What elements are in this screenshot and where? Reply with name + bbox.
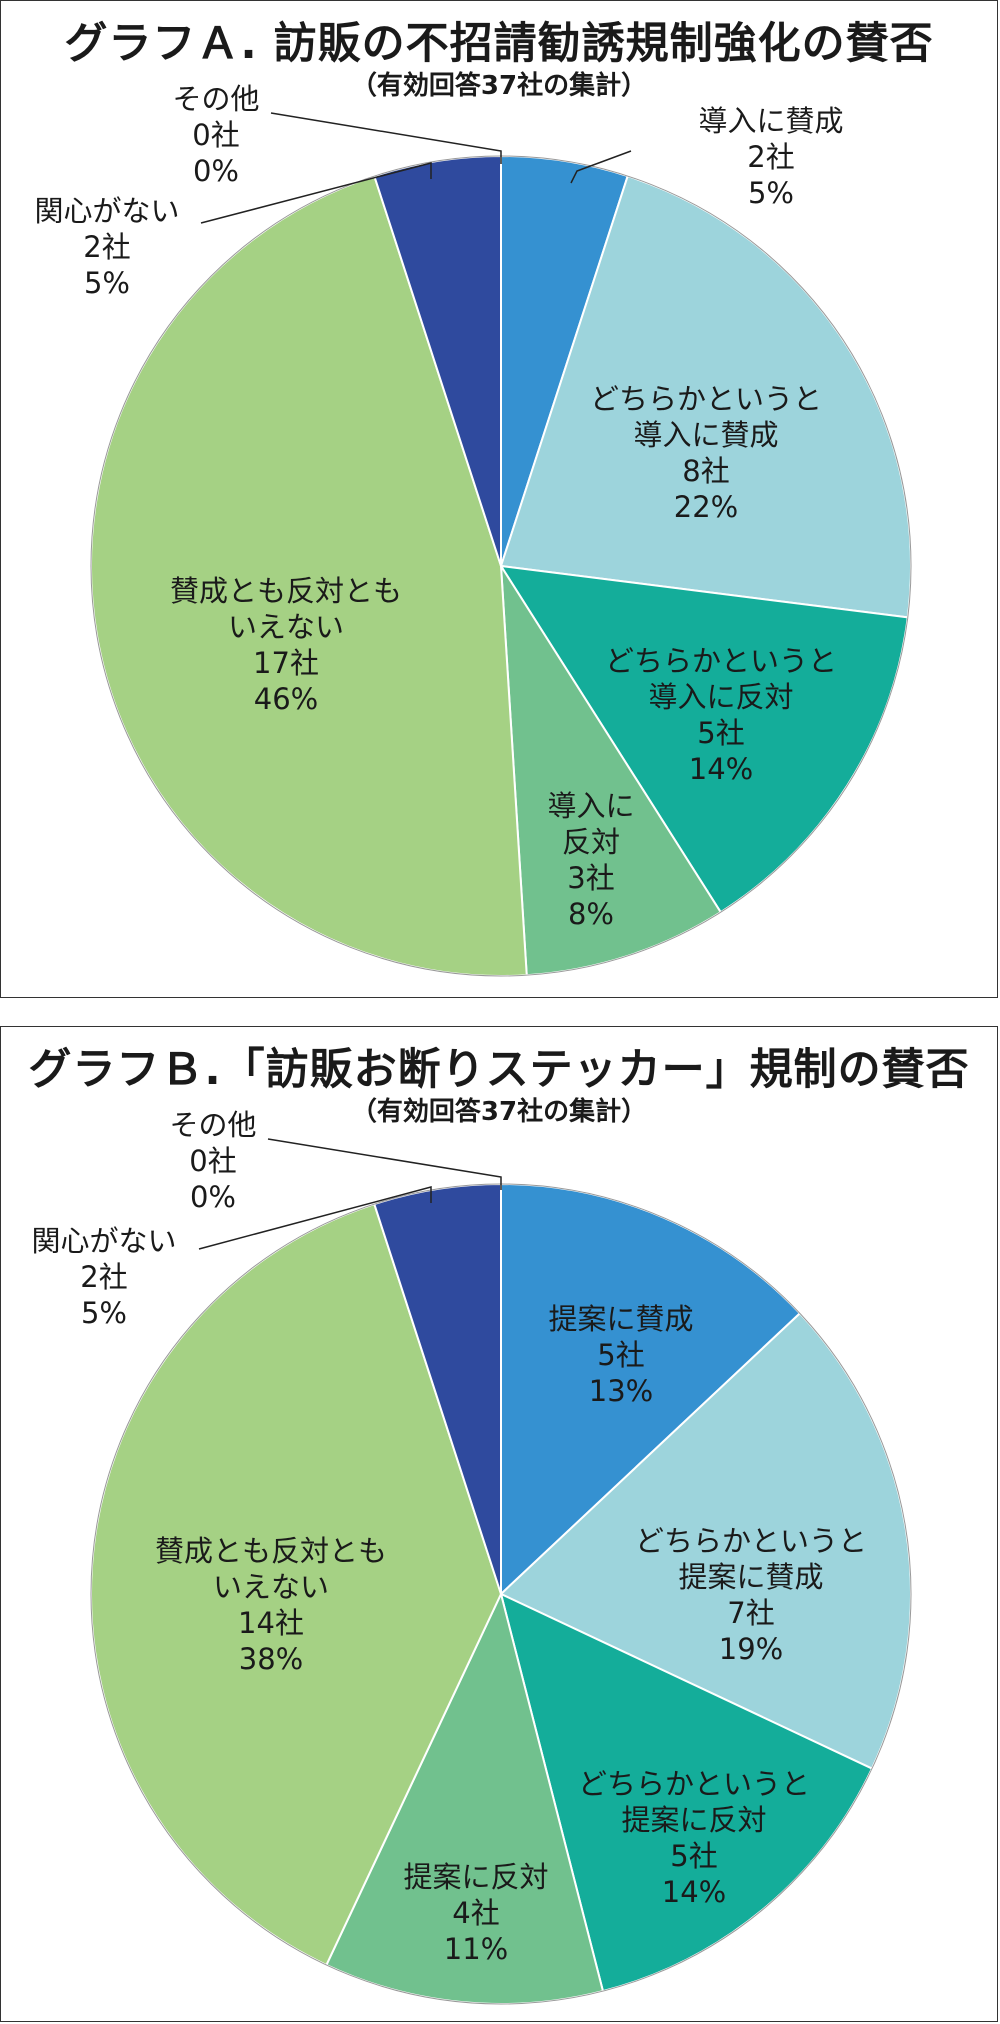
leader-line: [200, 162, 432, 224]
slice-label: 賛成とも反対ともいえない 14社 38%: [155, 1534, 387, 1676]
leader-line: [267, 1138, 502, 1190]
chart-panel-a: グラフＡ. 訪販の不招請勧誘規制強化の賛否 （有効回答37社の集計） 導入に賛成…: [0, 0, 998, 998]
slice-label: どちらかというと提案に反対 5社 14%: [578, 1767, 810, 1909]
slice-label: どちらかというと提案に賛成 7社 19%: [635, 1524, 867, 1666]
slice-label: どちらかというと導入に賛成 8社 22%: [590, 382, 822, 524]
slice-label: 関心がない 2社 5%: [34, 194, 179, 300]
chart-b-title: グラフＢ.「訪販お断りステッカー」規制の賛否: [28, 1045, 970, 1095]
slice-label: 関心がない 2社 5%: [31, 1224, 176, 1330]
leader-line: [270, 112, 502, 164]
chart-b-subtitle: （有効回答37社の集計）: [350, 1097, 648, 1127]
chart-a-subtitle: （有効回答37社の集計）: [350, 71, 648, 101]
chart-panel-b: グラフＢ.「訪販お断りステッカー」規制の賛否 （有効回答37社の集計） 提案に賛…: [0, 1026, 998, 2022]
slice-label: 提案に反対 4社 11%: [403, 1860, 548, 1966]
chart-a-title: グラフＡ. 訪販の不招請勧誘規制強化の賛否: [64, 19, 934, 69]
slice-label: 導入に賛成 2社 5%: [698, 104, 843, 210]
leader-line: [570, 150, 632, 184]
chart-b-pie: 提案に賛成 5社 13% どちらかというと提案に賛成 7社 19% どちらかというと提案に反…: [31, 1108, 912, 2005]
slice-label: 賛成とも反対ともいえない 17社 46%: [170, 574, 402, 716]
leader-line: [198, 1186, 432, 1250]
slice-label: その他 0社 0%: [169, 1108, 256, 1214]
slice-label: 導入に反対 3社 8%: [547, 789, 634, 931]
slice-label: 提案に賛成 5社 13%: [548, 1302, 693, 1408]
chart-a-pie: 導入に賛成 2社 5% どちらかというと導入に賛成 8社 22% どちらかというと導入に反対…: [34, 82, 912, 977]
slice-label: その他 0社 0%: [172, 82, 259, 188]
slice-label: どちらかというと導入に反対 5社 14%: [605, 644, 837, 786]
